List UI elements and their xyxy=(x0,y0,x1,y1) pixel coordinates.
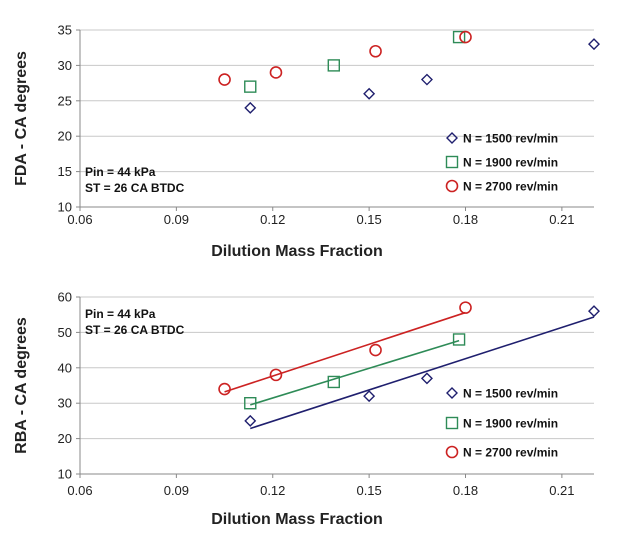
data-point xyxy=(244,101,257,114)
data-point xyxy=(420,73,433,86)
y-tick-label: 30 xyxy=(58,396,72,411)
legend-marker xyxy=(445,445,459,459)
y-tick-label: 60 xyxy=(58,290,72,305)
legend-marker xyxy=(445,179,459,193)
x-axis-title: Dilution Mass Fraction xyxy=(211,243,383,260)
data-point xyxy=(452,333,466,346)
trendline-2 xyxy=(224,311,466,393)
x-axis-title: Dilution Mass Fraction xyxy=(211,511,383,528)
x-tick-label: 0.12 xyxy=(260,483,285,498)
data-point xyxy=(244,414,257,427)
data-point xyxy=(588,38,600,51)
x-tick-label: 0.12 xyxy=(260,212,285,227)
y-tick-label: 20 xyxy=(58,129,72,144)
annotation-text: ST = 26 CA BTDC xyxy=(85,323,185,337)
rba-chart: 10 20 30 40 50 60 0.06 0.09 0.12 0.15 0.18 0.21 Dilu… xyxy=(13,290,600,528)
data-point xyxy=(327,59,340,72)
data-point xyxy=(218,73,231,86)
legend-marker xyxy=(446,132,458,144)
data-point xyxy=(452,30,466,44)
data-point xyxy=(363,390,376,403)
data-point xyxy=(588,305,600,318)
data-point xyxy=(244,80,257,93)
legend-marker xyxy=(446,387,458,399)
y-axis-title: FDA - CA degrees xyxy=(13,51,30,186)
data-point xyxy=(269,368,283,382)
y-tick-label: 20 xyxy=(58,431,72,446)
data-point xyxy=(218,382,231,396)
data-point xyxy=(369,44,382,58)
x-tick-label: 0.09 xyxy=(164,483,189,498)
y-tick-label: 15 xyxy=(58,164,72,179)
y-tick-label: 50 xyxy=(58,325,72,340)
data-point xyxy=(459,30,472,44)
x-tick-label: 0.21 xyxy=(549,212,574,227)
y-tick-label: 35 xyxy=(58,23,72,38)
data-point xyxy=(459,301,472,314)
x-tick-label: 0.18 xyxy=(453,483,478,498)
legend-label: N = 1500 rev/min xyxy=(463,132,558,146)
data-point xyxy=(244,397,257,410)
x-tick-label: 0.18 xyxy=(453,212,478,227)
legend-label: N = 2700 rev/min xyxy=(463,180,558,194)
y-tick-label: 25 xyxy=(58,93,72,108)
y-tick-label: 10 xyxy=(58,200,72,215)
data-point xyxy=(369,343,382,357)
trendline-1 xyxy=(250,339,460,406)
data-point xyxy=(327,375,340,389)
x-tick-label: 0.06 xyxy=(67,212,92,227)
y-tick-label: 10 xyxy=(58,467,72,482)
x-tick-label: 0.15 xyxy=(356,483,381,498)
x-tick-label: 0.09 xyxy=(164,212,189,227)
legend-label: N = 1900 rev/min xyxy=(463,417,558,431)
y-tick-label: 30 xyxy=(58,58,72,73)
y-tick-label: 40 xyxy=(58,360,72,375)
legend-label: N = 2700 rev/min xyxy=(463,446,558,460)
trendline-0 xyxy=(250,316,595,430)
annotation-text: Pin = 44 kPa xyxy=(85,165,156,179)
legend-label: N = 1900 rev/min xyxy=(463,156,558,170)
x-tick-label: 0.15 xyxy=(356,212,381,227)
data-point xyxy=(363,87,376,100)
data-point xyxy=(420,372,433,385)
y-axis-title: RBA - CA degrees xyxy=(13,317,30,454)
x-tick-label: 0.21 xyxy=(549,483,574,498)
legend-marker xyxy=(445,155,459,169)
annotation-text: Pin = 44 kPa xyxy=(85,307,156,321)
x-tick-label: 0.06 xyxy=(67,483,92,498)
legend-marker xyxy=(445,416,459,430)
data-point xyxy=(269,66,283,79)
fda-chart: 10 15 20 25 30 35 0.06 0.09 0.12 0.15 0.18 0.21 Dilu… xyxy=(13,23,600,260)
annotation-text: ST = 26 CA BTDC xyxy=(85,181,185,195)
legend-label: N = 1500 rev/min xyxy=(463,387,558,401)
